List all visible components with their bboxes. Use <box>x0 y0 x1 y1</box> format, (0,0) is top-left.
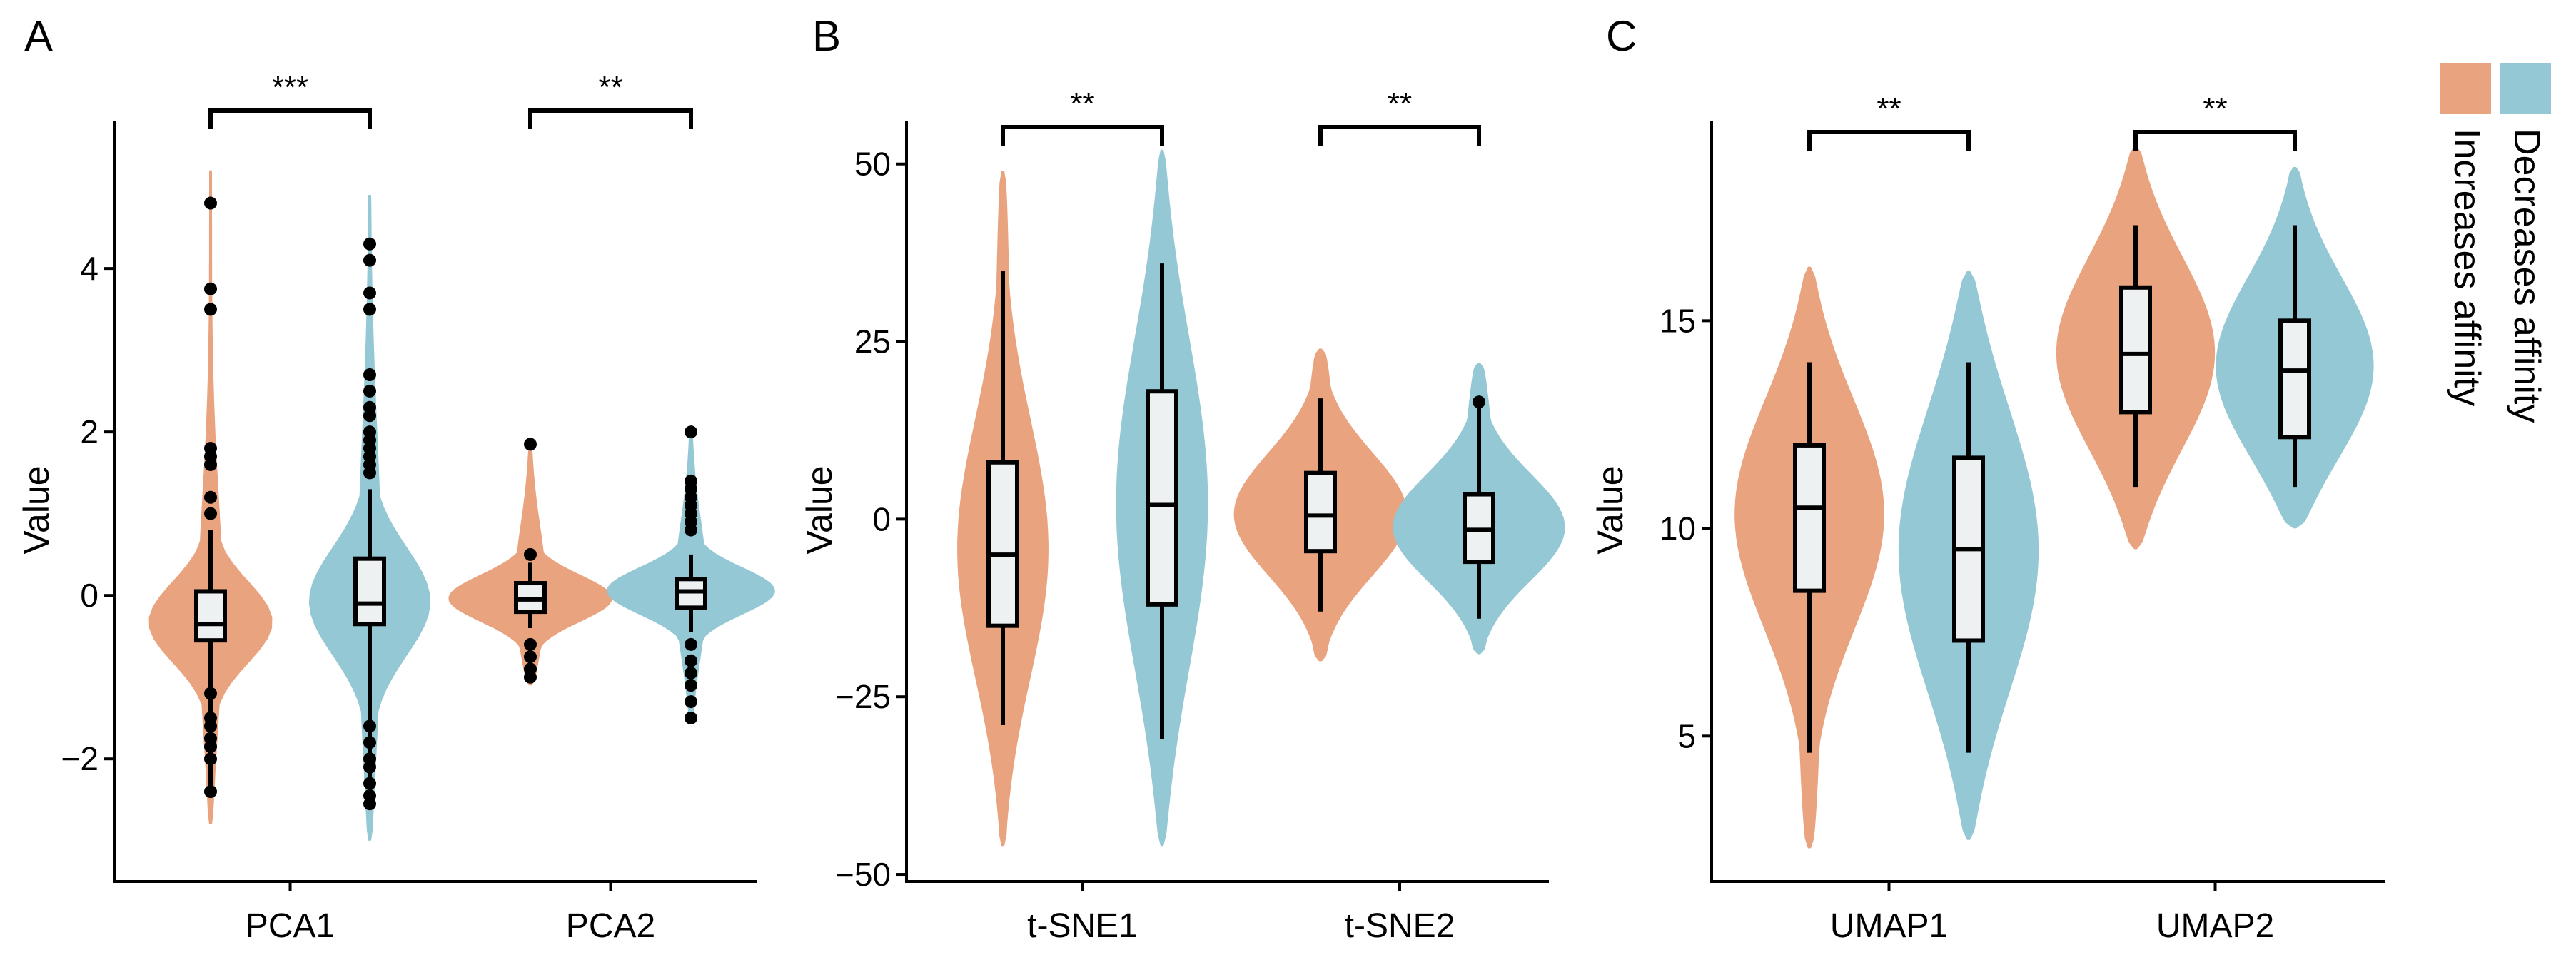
outlier-point <box>524 650 537 664</box>
x-tick-label: UMAP1 <box>1830 907 1948 945</box>
box-iqr <box>1146 389 1178 607</box>
outlier-point <box>524 637 537 651</box>
y-tick-label: −2 <box>61 740 99 777</box>
outlier-point <box>363 286 376 300</box>
x-tick-label: PCA2 <box>566 907 655 945</box>
y-axis-label: Value <box>16 465 56 554</box>
outlier-point <box>685 637 697 651</box>
outlier-point <box>363 777 376 790</box>
panel-b-label: B <box>812 12 842 60</box>
outlier-point <box>204 303 217 316</box>
y-tick-label: 15 <box>1660 302 1696 339</box>
x-tick-label: t-SNE1 <box>1027 907 1138 945</box>
outlier-point <box>363 719 376 733</box>
y-tick-label: 25 <box>854 323 891 360</box>
box-iqr <box>2278 318 2311 440</box>
y-tick-label: 0 <box>872 500 891 537</box>
outlier-point <box>685 666 697 680</box>
legend-swatch-decreases <box>2500 63 2551 114</box>
box-iqr <box>2119 285 2152 415</box>
legend-label-decreases: Decreases affinity <box>2506 128 2547 423</box>
y-tick-label: 0 <box>80 577 99 614</box>
outlier-point <box>204 740 217 754</box>
x-tick-label: t-SNE2 <box>1345 907 1455 945</box>
outlier-point <box>524 670 537 684</box>
outlier-point <box>524 438 537 451</box>
outlier-point <box>685 695 697 709</box>
outlier-point <box>204 785 217 799</box>
outlier-point <box>204 687 217 700</box>
outlier-point <box>204 507 217 520</box>
outlier-point <box>363 797 376 811</box>
panel-b: −50 −25 0 25 50 Value t-SNE1 t-SNE2 ** ** <box>799 86 1565 945</box>
outlier-point <box>685 654 697 667</box>
legend: Increases affinity Decreases affinity <box>2440 63 2554 491</box>
significance-label: *** <box>272 70 308 105</box>
outlier-point <box>524 547 537 561</box>
y-axis-label: Value <box>799 465 839 554</box>
y-tick-label: 4 <box>80 250 99 287</box>
outlier-point <box>363 253 376 267</box>
y-tick-label: 2 <box>80 413 99 450</box>
outlier-point <box>204 490 217 504</box>
outlier-point <box>1473 395 1485 409</box>
outlier-point <box>363 303 376 316</box>
box-iqr <box>353 556 386 627</box>
outlier-point <box>363 409 376 423</box>
outlier-point <box>204 196 217 210</box>
outlier-point <box>363 237 376 251</box>
outlier-point <box>685 679 697 692</box>
panel-c: 5 10 15 Value UMAP1 UMAP2 ** ** <box>1590 91 2385 945</box>
significance-bracket <box>1807 130 1971 151</box>
outlier-point <box>204 719 217 733</box>
x-tick-label: UMAP2 <box>2156 907 2274 945</box>
significance-label: ** <box>1877 91 1901 126</box>
y-tick-label: −50 <box>835 856 891 893</box>
box-iqr <box>1304 470 1337 554</box>
significance-bracket <box>1318 125 1481 146</box>
significance-label: ** <box>1070 86 1094 121</box>
outlier-point <box>204 752 217 766</box>
y-axis-label: Value <box>1590 465 1630 554</box>
x-tick-label: PCA1 <box>246 907 335 945</box>
outlier-point <box>363 384 376 398</box>
significance-bracket <box>528 108 693 129</box>
outlier-point <box>363 466 376 480</box>
significance-bracket <box>2133 130 2297 151</box>
y-tick-label: 50 <box>854 146 891 183</box>
significance-bracket <box>1001 125 1164 146</box>
outlier-point <box>204 458 217 471</box>
box-iqr <box>1793 443 1826 593</box>
outlier-point <box>685 523 697 537</box>
significance-bracket <box>208 108 372 129</box>
y-tick-label: 10 <box>1660 510 1696 547</box>
outlier-point <box>685 425 697 439</box>
outlier-point <box>363 368 376 381</box>
outlier-point <box>363 760 376 774</box>
box-iqr <box>194 589 227 643</box>
legend-swatch-increases <box>2440 63 2491 114</box>
significance-label: ** <box>2203 91 2227 126</box>
panel-c-label: C <box>1606 12 1637 60</box>
y-tick-label: 5 <box>1677 717 1696 754</box>
outlier-point <box>363 736 376 749</box>
box-iqr <box>986 460 1019 628</box>
outlier-point <box>204 282 217 295</box>
significance-label: ** <box>1388 86 1412 121</box>
legend-label-increases: Increases affinity <box>2446 128 2487 407</box>
significance-label: ** <box>598 70 622 105</box>
panel-a-label: A <box>24 12 54 60</box>
outlier-point <box>685 711 697 724</box>
y-tick-label: −25 <box>835 678 891 715</box>
